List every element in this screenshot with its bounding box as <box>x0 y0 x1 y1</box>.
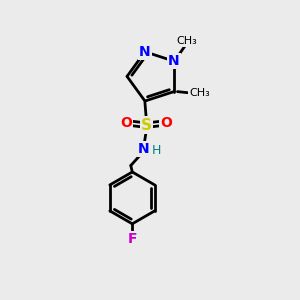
Text: F: F <box>128 232 137 246</box>
Text: N: N <box>139 45 151 59</box>
Text: CH₃: CH₃ <box>177 36 197 46</box>
Text: N: N <box>168 54 180 68</box>
Text: O: O <box>120 116 132 130</box>
Text: N: N <box>138 142 150 156</box>
Text: CH₃: CH₃ <box>189 88 210 98</box>
Text: O: O <box>160 116 172 130</box>
Text: H: H <box>152 144 161 157</box>
Text: S: S <box>141 118 152 133</box>
